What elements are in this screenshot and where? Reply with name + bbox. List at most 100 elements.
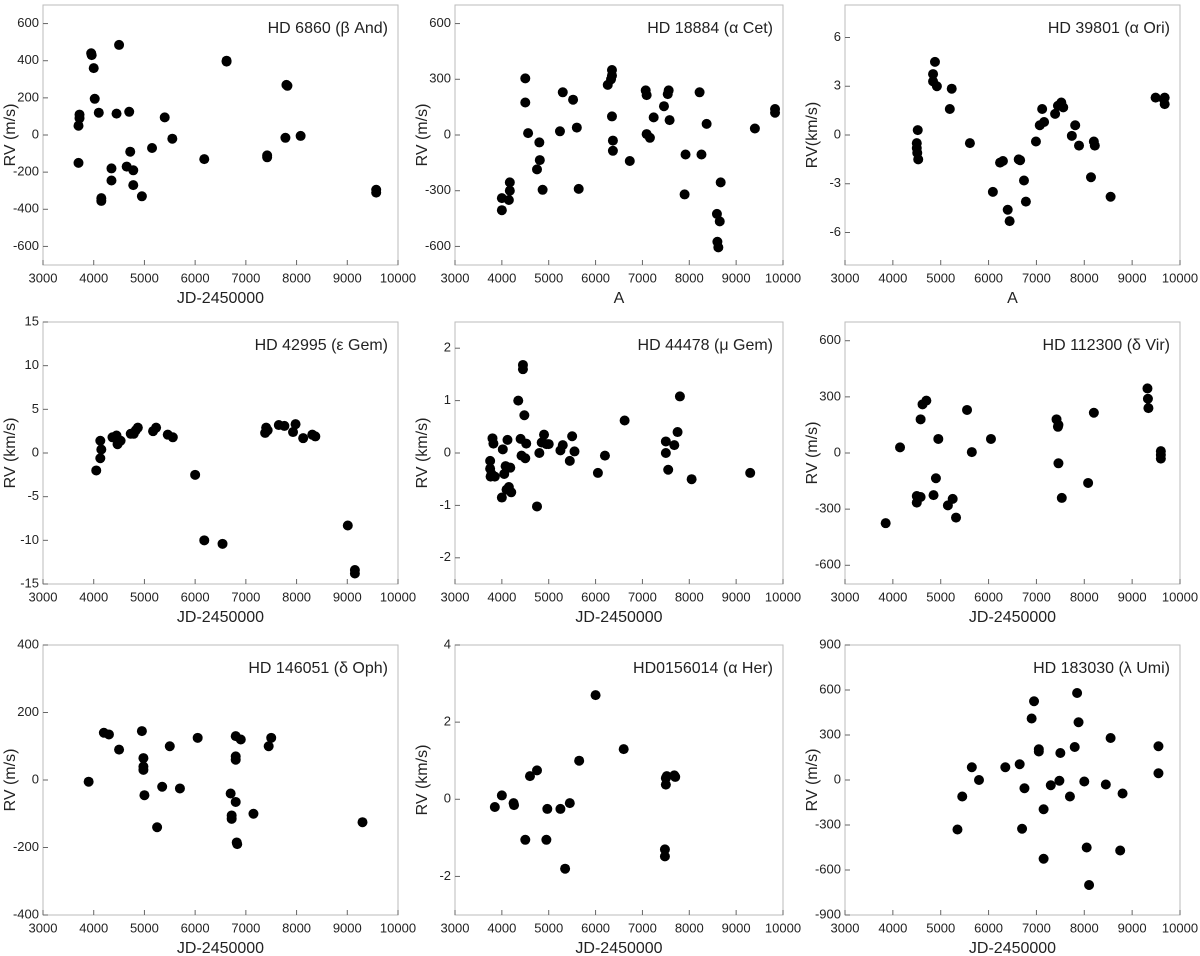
x-tick-label: 7000 (628, 920, 657, 935)
data-point (1066, 130, 1077, 141)
data-point (574, 755, 585, 766)
x-tick-label: 8000 (1070, 589, 1099, 604)
y-tick-label: 0 (32, 771, 39, 786)
y-axis-label: RV (m/s) (2, 749, 19, 812)
data-point (674, 391, 685, 402)
y-axis-label: RV (m/s) (414, 104, 431, 167)
y-tick-label: -600 (815, 557, 841, 572)
y-tick-label: -3 (829, 175, 841, 190)
data-point (489, 471, 500, 482)
data-point (543, 439, 554, 450)
data-point (1029, 696, 1040, 707)
data-point (128, 180, 139, 191)
data-point (280, 132, 291, 143)
x-tick-label: 5000 (130, 589, 159, 604)
data-point (607, 135, 618, 146)
data-point (745, 467, 756, 478)
x-tick-label: 4000 (79, 920, 108, 935)
data-point (542, 803, 553, 814)
y-tick-label: -600 (815, 861, 841, 876)
data-point (1117, 788, 1128, 799)
data-point (151, 422, 162, 433)
data-point (1038, 853, 1049, 864)
data-point (520, 834, 531, 845)
data-point (663, 85, 674, 96)
data-point (534, 155, 545, 166)
data-point (496, 205, 507, 216)
data-point (1105, 191, 1116, 202)
plot-frame (454, 4, 784, 266)
x-tick-label: 3000 (441, 270, 470, 285)
x-tick-label: 6000 (974, 589, 1003, 604)
x-tick-label: 5000 (534, 270, 563, 285)
data-point (929, 56, 940, 67)
x-tick-label: 9000 (722, 270, 751, 285)
data-point (571, 122, 582, 133)
data-point (1017, 823, 1028, 834)
panel-title: HD 6860 (β And) (268, 20, 388, 37)
data-point (557, 440, 568, 451)
data-point (1014, 759, 1025, 770)
x-tick-label: 10000 (765, 589, 801, 604)
data-point (1085, 172, 1096, 183)
x-axis-label: A (614, 290, 625, 307)
data-point (962, 404, 973, 415)
x-tick-label: 9000 (333, 270, 362, 285)
x-tick-label: 9000 (722, 589, 751, 604)
data-point (554, 126, 565, 137)
data-point (974, 775, 984, 785)
data-point (694, 87, 705, 98)
y-tick-label: 3 (834, 78, 841, 93)
data-point (230, 751, 241, 762)
data-point (509, 800, 520, 811)
x-tick-label: 3000 (441, 589, 470, 604)
data-point (1088, 407, 1099, 418)
data-point (895, 442, 906, 453)
data-point (913, 154, 924, 165)
data-point (132, 422, 143, 433)
data-point (532, 765, 542, 776)
data-point (592, 467, 603, 478)
panel: 3000 4000 5000 6000 7000 8000 9000 10000 -15 -10 -… (2, 313, 416, 626)
panel-title: HD 39801 (α Ori) (1048, 20, 1170, 37)
data-point (624, 156, 635, 166)
data-point (713, 242, 724, 253)
plot-frame (844, 4, 1181, 266)
x-tick-label: 6000 (181, 270, 210, 285)
data-point (496, 790, 507, 801)
data-point (921, 395, 932, 406)
data-point (660, 448, 671, 458)
data-point (641, 90, 652, 101)
y-tick-label: 400 (17, 636, 39, 651)
data-point (288, 427, 299, 438)
data-point (1143, 403, 1154, 414)
y-tick-label: 15 (25, 313, 39, 328)
y-tick-label: 2 (444, 340, 451, 355)
x-tick-label: 10000 (380, 270, 416, 285)
data-point (138, 764, 149, 775)
data-point (1004, 216, 1015, 227)
x-tick-label: 7000 (231, 270, 260, 285)
x-tick-label: 3000 (29, 589, 58, 604)
data-point (1100, 779, 1111, 790)
data-point (164, 741, 175, 752)
data-point (1153, 741, 1164, 752)
data-point (1056, 492, 1067, 503)
data-point (497, 444, 508, 455)
x-tick-label: 6000 (581, 920, 610, 935)
data-point (1015, 155, 1026, 166)
data-point (217, 538, 228, 549)
y-tick-label: -6 (829, 224, 841, 239)
x-tick-label: 3000 (29, 920, 58, 935)
plot-frame (844, 321, 1181, 585)
data-point (607, 145, 618, 156)
data-point (880, 518, 891, 529)
data-point (1089, 140, 1100, 151)
data-point (659, 844, 670, 855)
data-point (349, 565, 360, 576)
x-axis-label: JD-2450000 (177, 290, 264, 307)
data-point (282, 80, 293, 91)
data-point (295, 130, 306, 141)
data-point (96, 195, 107, 206)
y-axis-label: RV (m/s) (2, 104, 19, 167)
